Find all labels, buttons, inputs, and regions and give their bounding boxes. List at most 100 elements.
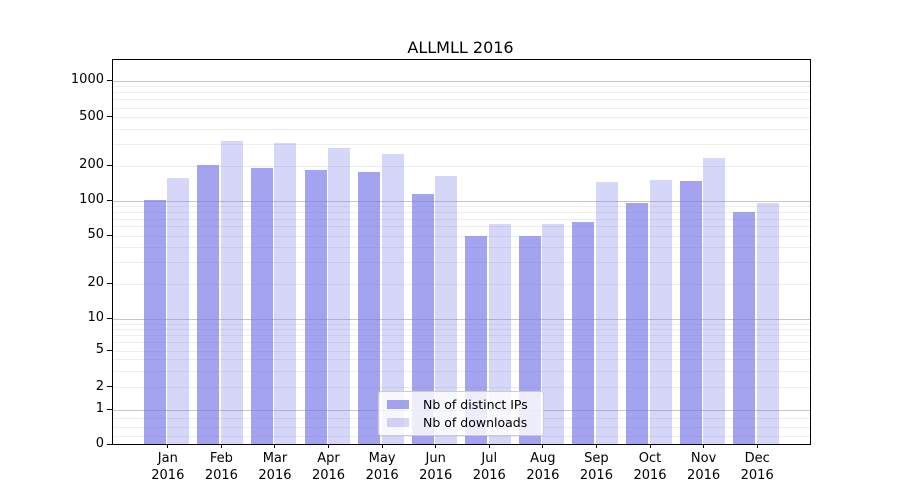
minor-gridline (113, 226, 810, 228)
bar-distinct-ips-mar (250, 167, 273, 444)
x-axis-tick-label-feb: Feb 2016 (204, 451, 238, 483)
bar-downloads-jun (435, 175, 458, 444)
y-axis-tick-label: 2 (95, 378, 104, 394)
x-axis-tick-label-jun: Jun 2016 (419, 451, 453, 483)
bar-downloads-jan (167, 178, 190, 444)
x-axis-tick-label-sep: Sep 2016 (579, 451, 613, 483)
minor-gridline (113, 218, 810, 220)
y-axis-tick (107, 164, 112, 166)
legend-label-distinct-ips: Nb of distinct IPs (423, 396, 528, 412)
legend-label-downloads: Nb of downloads (423, 414, 528, 430)
minor-gridline (113, 128, 810, 130)
bar-distinct-ips-jan (143, 200, 166, 444)
bar-downloads-feb (220, 141, 243, 444)
minor-gridline (113, 247, 810, 249)
bar-downloads-nov (703, 157, 726, 444)
minor-gridline (113, 165, 810, 167)
bar-distinct-ips-feb (197, 164, 220, 444)
plot-area (112, 59, 811, 445)
minor-gridline (113, 359, 810, 361)
x-axis-tick-label-dec: Dec 2016 (740, 451, 774, 483)
y-axis-tick-label: 500 (79, 108, 104, 124)
bar-distinct-ips-may (358, 171, 381, 444)
y-axis-tick-label: 1000 (70, 72, 104, 87)
bar-downloads-oct (649, 179, 672, 444)
minor-gridline (113, 329, 810, 330)
x-axis-tick (220, 444, 222, 448)
x-axis-tick (756, 444, 758, 448)
legend-swatch-downloads (387, 418, 409, 427)
minor-gridline (113, 205, 810, 207)
bar-downloads-apr (328, 148, 351, 444)
x-axis-tick (649, 444, 651, 448)
x-axis-tick (595, 444, 597, 448)
y-axis-tick-label: 100 (79, 192, 104, 207)
y-axis-tick (107, 116, 112, 118)
minor-gridline (113, 262, 810, 264)
minor-gridline (113, 435, 810, 437)
bar-downloads-dec (756, 203, 779, 444)
y-axis-tick (107, 234, 112, 236)
bar-distinct-ips-oct (626, 203, 649, 444)
bar-downloads-mar (274, 142, 297, 444)
legend-swatch-distinct-ips (387, 400, 409, 409)
major-gridline (113, 200, 810, 202)
bar-downloads-jul (488, 223, 511, 444)
minor-gridline (113, 144, 810, 146)
x-axis-tick-label-aug: Aug 2016 (526, 451, 560, 483)
y-axis-tick (107, 443, 112, 445)
bar-distinct-ips-dec (733, 212, 756, 444)
minor-gridline (113, 235, 810, 237)
y-axis-tick (107, 408, 112, 410)
x-axis-tick (542, 444, 544, 448)
minor-gridline (113, 335, 810, 337)
minor-gridline (113, 117, 810, 119)
minor-gridline (113, 283, 810, 285)
x-axis-tick-label-apr: Apr 2016 (311, 451, 346, 483)
minor-gridline (113, 107, 810, 109)
y-axis-tick (107, 386, 112, 388)
minor-gridline (113, 92, 810, 94)
chart-title: ALLMLL 2016 (407, 38, 514, 57)
minor-gridline (113, 99, 810, 101)
y-axis-tick-label: 0 (95, 436, 104, 451)
y-axis-tick (107, 317, 112, 319)
bar-downloads-aug (542, 224, 565, 444)
x-axis-tick (435, 444, 437, 448)
bar-distinct-ips-apr (304, 169, 327, 444)
x-axis-tick (381, 444, 383, 448)
bar-downloads-sep (595, 181, 618, 444)
y-axis-tick-label: 20 (87, 275, 104, 291)
bar-downloads-may (381, 153, 404, 444)
bar-distinct-ips-jun (411, 193, 434, 444)
minor-gridline (113, 387, 810, 389)
y-axis-tick-label: 200 (79, 157, 104, 172)
x-axis-tick (167, 444, 169, 448)
minor-gridline (113, 86, 810, 88)
y-axis-tick-label: 10 (87, 310, 104, 326)
y-axis-tick (107, 79, 112, 81)
bar-distinct-ips-sep (572, 221, 595, 444)
minor-gridline (113, 370, 810, 372)
x-axis-tick-label-jan: Jan 2016 (151, 451, 185, 483)
bar-distinct-ips-nov (679, 181, 702, 444)
x-axis-tick-label-nov: Nov 2016 (687, 451, 721, 483)
x-axis-tick (488, 444, 490, 448)
x-axis-tick (328, 444, 330, 448)
y-axis-tick (107, 349, 112, 351)
minor-gridline (113, 342, 810, 344)
x-axis-tick-label-may: May 2016 (365, 451, 399, 483)
y-axis-tick (107, 199, 112, 201)
x-axis-tick-label-mar: Mar 2016 (258, 451, 292, 483)
y-axis-tick (107, 282, 112, 284)
y-axis-tick-label: 5 (95, 342, 104, 357)
major-gridline (113, 318, 810, 320)
minor-gridline (113, 323, 810, 325)
legend: Nb of distinct IPs Nb of downloads (378, 391, 544, 436)
x-axis-tick-label-oct: Oct 2016 (633, 451, 667, 483)
minor-gridline (113, 350, 810, 352)
major-gridline (113, 80, 810, 82)
y-axis-tick-label: 50 (87, 227, 104, 242)
minor-gridline (113, 211, 810, 213)
